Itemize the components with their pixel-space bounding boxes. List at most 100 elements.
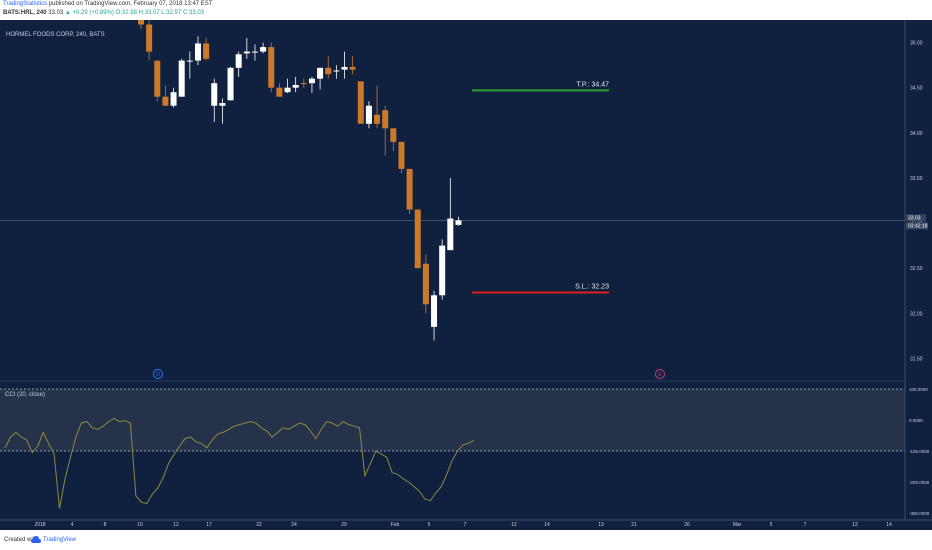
candle-body: [357, 81, 364, 124]
candle-body: [284, 87, 291, 93]
tradingview-cloud-icon: [31, 536, 41, 543]
price-tick-label: 32.00: [910, 311, 923, 317]
time-tick-label: 26: [684, 522, 690, 528]
time-tick-label: Mar: [733, 522, 742, 528]
countdown-tag: [906, 222, 928, 230]
time-tick-label: 7: [464, 522, 467, 528]
candle-body: [235, 54, 242, 68]
candle-body: [251, 51, 258, 53]
time-tick-label: 22: [256, 522, 262, 528]
cci-band: [0, 389, 905, 451]
candle-body: [219, 103, 226, 106]
candle-body: [186, 60, 193, 62]
candle-body: [292, 84, 299, 88]
candle-body: [178, 60, 185, 97]
candle-body: [276, 87, 283, 97]
candle-body: [398, 141, 405, 169]
time-tick-label: 4: [71, 522, 74, 528]
candle-body: [170, 92, 177, 106]
candle-body: [447, 218, 454, 251]
time-tick-label: 8: [104, 522, 107, 528]
candle-body: [406, 168, 413, 210]
level-label: S.L.: 32.23: [575, 284, 609, 291]
chart-title: HORMEL FOODS CORP, 240, BATS: [6, 32, 105, 38]
author-link[interactable]: TradingStatistics: [3, 1, 48, 7]
candle-body: [138, 20, 144, 25]
event-marker-label: E: [658, 372, 662, 378]
chart-area[interactable]: HORMEL FOODS CORP, 240, BATS T.P.: 34.47…: [0, 15, 932, 530]
cci-line: [4, 417, 475, 509]
candle-body: [317, 67, 324, 79]
price-tick-label: 32.50: [910, 266, 923, 272]
publish-header: TradingStatistics published on TradingVi…: [0, 0, 932, 20]
candle-body: [154, 60, 161, 97]
up-arrow-icon: ▲: [64, 10, 71, 16]
symbol-label: BATS:HRL, 240: [3, 10, 47, 16]
time-tick-label: Feb: [391, 522, 400, 528]
created-with-text: Created with: [4, 537, 38, 543]
time-tick-label: 29: [341, 522, 347, 528]
tradingview-brand[interactable]: TradingView: [43, 537, 77, 543]
price-tick-label: 34.50: [910, 86, 923, 92]
candle-body: [349, 66, 356, 70]
time-tick-label: 17: [206, 522, 212, 528]
price-tick-label: 35.00: [910, 41, 923, 47]
cci-tick-label: 0.0000: [909, 418, 923, 423]
cci-tick-label: -300.0000: [909, 511, 930, 516]
countdown-label: 03:42:18: [908, 223, 928, 229]
ohlc-values: O:32.98 H:33.07 L:32.97 C:33.03: [115, 10, 204, 16]
candle-body: [308, 78, 315, 84]
price-tick-label: 31.50: [910, 356, 923, 362]
time-tick-label: 5: [770, 522, 773, 528]
candle-body: [455, 220, 462, 225]
time-tick-label: 7: [804, 522, 807, 528]
price-tick-label: 34.00: [910, 131, 923, 137]
candle-body: [374, 114, 381, 124]
time-tick-label: 14: [886, 522, 892, 528]
price-tick-label: 33.50: [910, 176, 923, 182]
change-value: +0.29 (+0.89%): [72, 10, 114, 16]
candle-body: [268, 47, 275, 88]
cci-tick-label: -200.0000: [909, 480, 930, 485]
level-label: T.P.: 34.47: [576, 81, 609, 88]
candle-body: [146, 24, 153, 52]
candle-body: [439, 245, 446, 296]
time-tick-label: 21: [631, 522, 637, 528]
time-tick-label: 2018: [34, 522, 45, 528]
publish-info: TradingStatistics published on TradingVi…: [3, 1, 212, 7]
symbol-info: BATS:HRL, 240 33.03 ▲ +0.29 (+0.89%) O:3…: [3, 10, 204, 16]
candle-body: [390, 128, 397, 142]
candle-body: [243, 51, 250, 54]
time-tick-label: 24: [291, 522, 297, 528]
candle-body: [194, 43, 201, 61]
cci-tick-label: 100.0000: [909, 387, 928, 392]
candle-body: [333, 70, 340, 72]
cci-tick-label: -100.0000: [909, 449, 930, 454]
candle-body: [341, 66, 348, 70]
candle-body: [431, 295, 438, 327]
published-text: published on TradingView.com, February 0…: [48, 1, 213, 7]
candle-body: [382, 110, 389, 129]
candle-body: [227, 67, 234, 101]
last-price-tag: [906, 214, 926, 222]
candle-body: [260, 47, 267, 52]
candle-body: [325, 67, 332, 75]
candle-body: [162, 96, 169, 106]
time-tick-label: 19: [598, 522, 604, 528]
cci-title: CCI (20, close): [5, 392, 45, 398]
time-tick-label: 12: [173, 522, 179, 528]
time-tick-label: 12: [852, 522, 858, 528]
candle-body: [365, 105, 372, 124]
candle-body: [203, 43, 210, 59]
price-value: 33.03: [48, 10, 64, 16]
event-marker-label: D: [156, 372, 160, 378]
event-marker: [655, 369, 665, 379]
candle-body: [414, 209, 421, 269]
candle-body: [211, 83, 218, 106]
time-tick-label: 10: [137, 522, 143, 528]
time-tick-label: 12: [511, 522, 517, 528]
candle-body: [422, 263, 429, 305]
footer: Created with TradingView: [0, 530, 932, 550]
chart-svg[interactable]: HORMEL FOODS CORP, 240, BATS T.P.: 34.47…: [0, 15, 932, 530]
last-price-label: 33.03: [908, 215, 921, 221]
